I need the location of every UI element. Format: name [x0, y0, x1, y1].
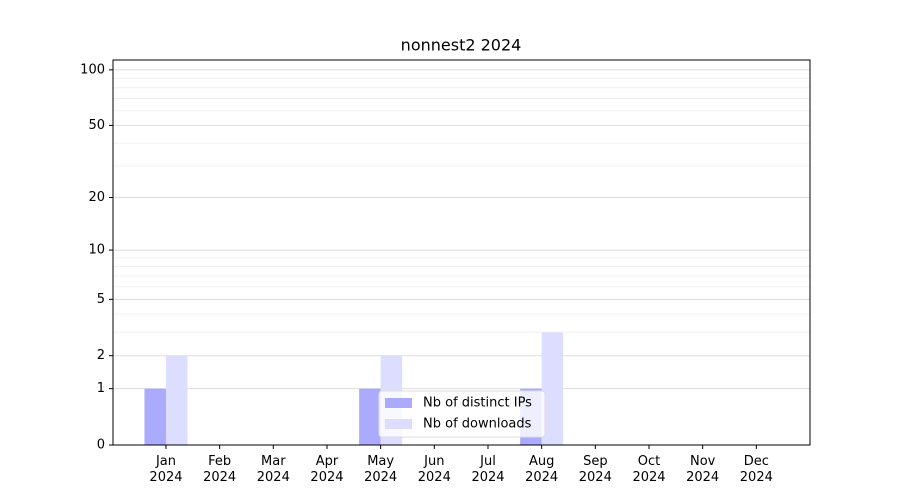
bar	[541, 332, 564, 445]
x-tick-label: Sep 2024	[579, 454, 612, 485]
y-tick-label: 20	[88, 190, 105, 205]
x-tick-label: Oct 2024	[632, 454, 665, 485]
bar	[144, 388, 166, 445]
legend-label: Nb of downloads	[423, 417, 532, 432]
y-tick-label: 0	[97, 438, 105, 453]
legend-box	[378, 390, 546, 438]
y-tick-label: 1	[97, 381, 105, 396]
x-tick-label: Jul 2024	[471, 454, 504, 485]
x-tick-label: Apr 2024	[310, 454, 343, 485]
y-tick-label: 2	[97, 348, 105, 363]
x-tick-label: Dec 2024	[740, 454, 773, 485]
x-tick-label: Jun 2024	[418, 454, 451, 485]
x-tick-label: Jan 2024	[149, 454, 182, 485]
y-tick-label: 50	[88, 118, 105, 133]
chart-title: nonnest2 2024	[401, 36, 522, 55]
x-tick-label: Aug 2024	[525, 454, 558, 485]
y-tick-label: 10	[88, 243, 105, 258]
bar	[359, 388, 381, 445]
x-tick-label: Nov 2024	[686, 454, 719, 485]
bar	[165, 355, 188, 445]
x-tick-label: May 2024	[364, 454, 397, 485]
y-tick-label: 100	[80, 62, 105, 77]
plot-frame	[112, 59, 811, 446]
y-tick-label: 5	[97, 292, 105, 307]
legend-swatch	[385, 398, 412, 408]
legend-label: Nb of distinct IPs	[423, 396, 532, 411]
x-tick-label: Feb 2024	[203, 454, 236, 485]
x-tick-label: Mar 2024	[257, 454, 290, 485]
legend-swatch	[385, 419, 412, 429]
